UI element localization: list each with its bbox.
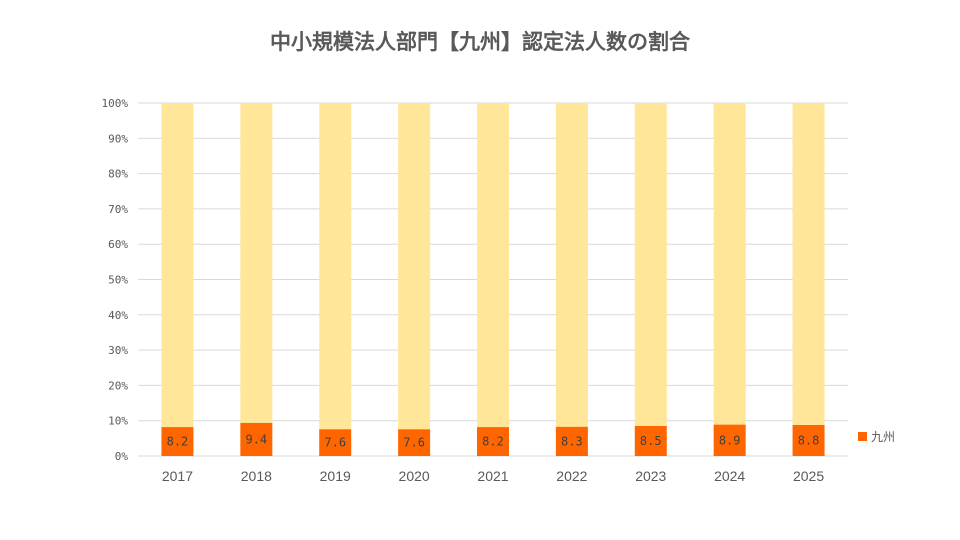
bar-remainder (713, 103, 746, 425)
x-tick-label: 2019 (320, 468, 351, 484)
bar-kyushu (555, 426, 588, 456)
y-tick-label: 70% (108, 203, 128, 216)
bar-kyushu (713, 424, 746, 456)
bar-kyushu (792, 424, 825, 456)
x-tick-label: 2017 (162, 468, 193, 484)
bar-remainder (555, 103, 588, 427)
data-label: 8.9 (719, 433, 741, 447)
y-tick-label: 40% (108, 309, 128, 322)
bar-kyushu (398, 429, 431, 456)
x-tick-label: 2025 (793, 468, 824, 484)
bar-remainder (477, 103, 509, 428)
y-tick-label: 90% (108, 132, 128, 145)
legend-label: 九州 (871, 430, 896, 444)
bar-kyushu (477, 427, 509, 456)
bar-remainder (240, 103, 273, 423)
data-label: 7.6 (324, 436, 346, 450)
data-label: 8.8 (798, 433, 820, 447)
x-tick-label: 2018 (241, 468, 272, 484)
bar-kyushu (240, 422, 273, 456)
y-tick-label: 100% (102, 97, 129, 110)
y-tick-label: 80% (108, 168, 128, 181)
chart-title: 中小規模法人部門【九州】認定法人数の割合 (270, 30, 690, 54)
y-tick-label: 50% (108, 274, 128, 287)
data-label: 8.5 (640, 434, 662, 448)
bar-kyushu (161, 427, 194, 456)
bar-remainder (398, 103, 431, 430)
data-label: 9.4 (245, 432, 267, 446)
y-tick-label: 0% (115, 450, 129, 463)
x-tick-label: 2022 (556, 468, 587, 484)
x-tick-label: 2021 (477, 468, 508, 484)
legend: 九州 (858, 428, 895, 445)
data-label: 8.2 (167, 435, 189, 449)
bar-remainder (319, 103, 352, 430)
x-tick-label: 2023 (635, 468, 666, 484)
y-tick-label: 30% (108, 344, 128, 357)
data-label: 7.6 (403, 436, 425, 450)
bar-remainder (792, 103, 825, 425)
bar-remainder (634, 103, 667, 426)
data-label: 8.2 (482, 435, 504, 449)
legend-swatch (858, 432, 867, 441)
data-label: 8.3 (561, 434, 583, 448)
y-tick-label: 60% (108, 238, 128, 251)
x-tick-label: 2020 (399, 468, 430, 484)
bar-remainder (161, 103, 194, 428)
bar-kyushu (634, 425, 667, 456)
bar-kyushu (319, 429, 352, 456)
y-tick-label: 20% (108, 379, 128, 392)
x-tick-label: 2024 (714, 468, 745, 484)
y-tick-label: 10% (108, 415, 128, 428)
